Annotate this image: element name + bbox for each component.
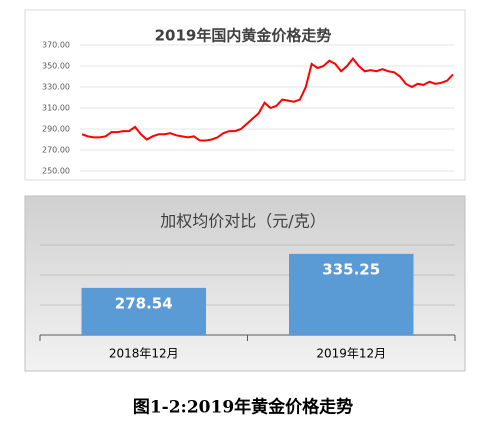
chart-title: 加权均价对比（元/克） <box>160 212 325 231</box>
y-tick-label: 250.00 <box>42 167 70 176</box>
y-tick-label: 330.00 <box>42 83 70 92</box>
data-label: 335.25 <box>322 260 380 278</box>
y-tick-label: 370.00 <box>42 41 70 50</box>
data-label: 278.54 <box>115 294 173 312</box>
bar <box>289 253 414 335</box>
chart-frame <box>24 9 466 181</box>
caption: 图1-2:2019年黄金价格走势 <box>133 397 353 418</box>
x-tick-label: 2018年12月 <box>109 347 179 361</box>
bar <box>81 287 206 335</box>
chart-title: 2019年国内黄金价格走势 <box>155 27 332 45</box>
y-tick-label: 290.00 <box>42 125 70 134</box>
y-tick-label: 310.00 <box>42 104 70 113</box>
x-tick-label: 2019年12月 <box>316 347 386 361</box>
y-tick-label: 350.00 <box>42 62 70 71</box>
y-tick-label: 270.00 <box>42 146 70 155</box>
line-series <box>81 57 454 142</box>
